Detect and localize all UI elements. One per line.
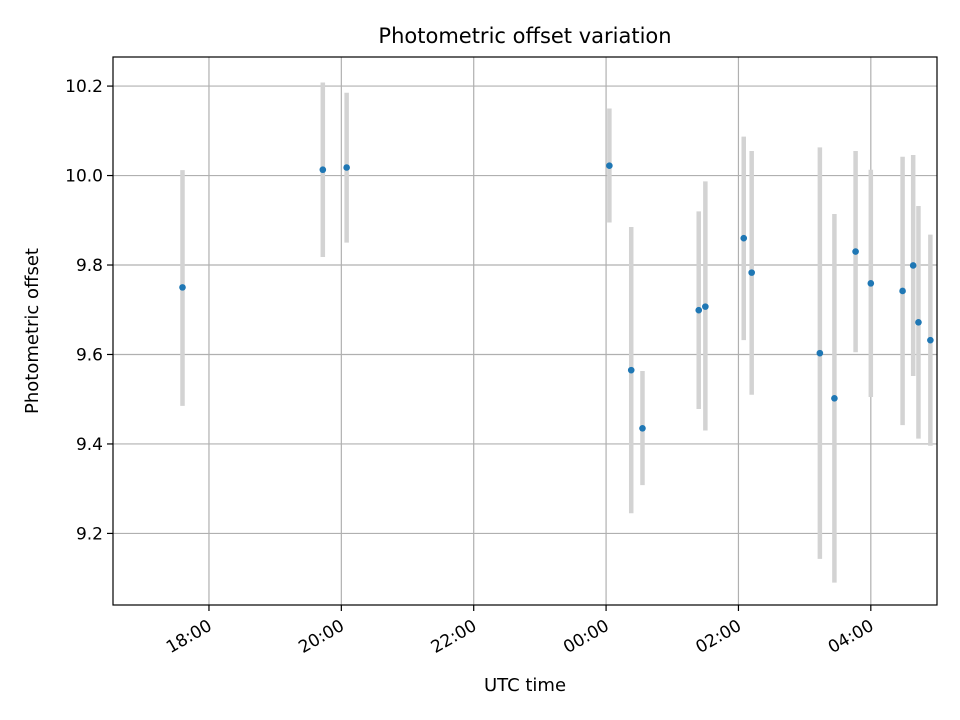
- data-point: [915, 318, 922, 326]
- data-point: [909, 262, 917, 269]
- data-point: [899, 287, 906, 295]
- grid-lines: [113, 57, 937, 605]
- y-axis-title: Photometric offset: [22, 248, 43, 414]
- data-point: [639, 424, 646, 432]
- data-point: [319, 166, 327, 174]
- y-tick-label: 9.8: [76, 256, 103, 276]
- y-tick-label: 9.6: [76, 345, 103, 365]
- data-point: [627, 366, 635, 374]
- x-axis-title: UTC time: [484, 675, 566, 696]
- y-tick-label: 10.2: [65, 77, 103, 97]
- data-point: [179, 284, 186, 291]
- data-point: [927, 336, 934, 344]
- plot-area: [113, 57, 937, 605]
- data-point: [740, 234, 748, 242]
- data-point: [343, 164, 350, 171]
- data-point: [606, 162, 613, 170]
- plot-frame: [112, 56, 938, 606]
- data-point: [867, 280, 875, 287]
- y-tick-label: 9.2: [76, 524, 103, 544]
- data-point: [695, 306, 703, 314]
- data-point: [748, 269, 755, 276]
- y-tick-label: 9.4: [76, 435, 103, 455]
- y-tick-label: 10.0: [65, 167, 103, 187]
- data-points: [179, 162, 934, 432]
- data-point: [816, 349, 824, 357]
- data-point: [852, 248, 859, 255]
- chart-title: Photometric offset variation: [378, 24, 671, 48]
- y-axis-ticks: 9.2 9.4 9.6 9.8 10.0 10.2: [65, 77, 113, 544]
- data-point: [831, 395, 838, 402]
- data-point: [702, 303, 709, 310]
